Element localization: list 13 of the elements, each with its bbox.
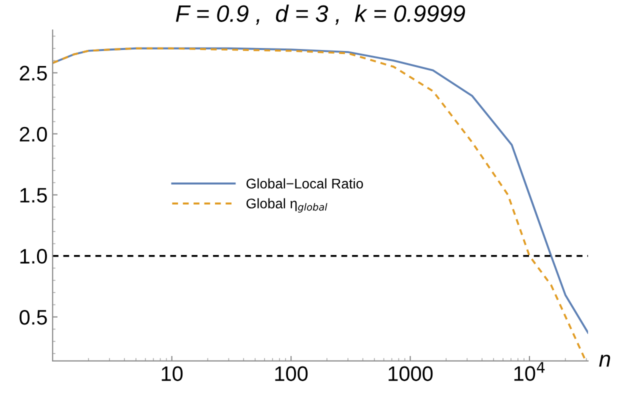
y-tick-label: 2.5	[20, 66, 47, 81]
legend-label: Global η$_{global}$	[246, 198, 328, 213]
y-tick-label: 1.0	[20, 248, 47, 264]
x-tick-label: 1000	[388, 366, 433, 382]
x-tick-label: 100	[275, 366, 308, 382]
y-tick-label: 0.5	[20, 310, 47, 325]
x-axis-title: n	[599, 354, 610, 367]
legend-label: Global−Local Ratio	[246, 178, 363, 189]
chart-title: F = 0.9 , d = 3 , k = 0.9999	[176, 4, 466, 25]
y-tick-label: 2.0	[20, 126, 47, 142]
y-tick-label: 1.5	[20, 188, 47, 203]
x-tick-label: 10	[162, 366, 183, 382]
x-tick-label: 10$^{4}$	[514, 362, 545, 381]
